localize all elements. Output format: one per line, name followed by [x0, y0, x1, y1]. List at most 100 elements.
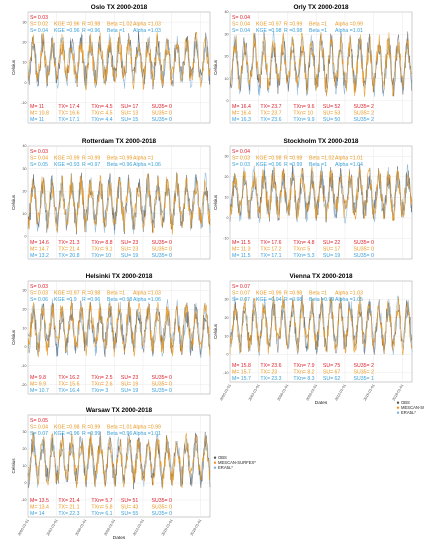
top-stat: R =0.98: [82, 291, 100, 297]
bottom-stat: M= 16.4: [232, 111, 251, 117]
panel-warsaw: 30 20 10 0 -10 Warsaw TX 2000-2018 Celsius S= 0…: [11, 407, 211, 541]
bottom-stat: M= 15.8: [232, 363, 251, 369]
bottom-stat: M= 9.9: [30, 382, 46, 388]
top-stat: S= 0.04: [232, 15, 250, 21]
y-axis-label: Celsius: [11, 458, 16, 474]
bottom-stat: M= 11: [30, 117, 44, 123]
top-stat: R =0.99: [82, 156, 100, 162]
bottom-stat: TXn= 4.5: [91, 104, 112, 110]
y-tick-label: 0: [25, 345, 27, 349]
bottom-stat: TXn= 6.1: [91, 511, 112, 517]
x-tick-label: 2009-01-01: [103, 519, 116, 537]
y-tick-label: 10: [23, 61, 27, 65]
top-stat: Alpha =1.05: [335, 297, 363, 303]
y-tick-label: 40: [225, 10, 229, 14]
bottom-stat: SU= 13: [121, 111, 139, 117]
bottom-stat: TXn= 9.9: [293, 117, 314, 123]
bottom-stat: TXn= 10: [293, 111, 313, 117]
legend-marker: [213, 466, 217, 469]
y-tick-label: 0: [227, 99, 229, 103]
x-tick-label: 2012-01-01: [334, 384, 347, 402]
top-stat: S= 0.04: [30, 425, 48, 431]
top-stat: Beta =1: [309, 162, 327, 168]
top-stat: KGE =0.94: [256, 297, 282, 303]
bottom-stat: M= 9.8: [30, 375, 46, 381]
top-stat: R =0.98: [284, 297, 302, 303]
bottom-stat: TX= 16.4: [58, 388, 79, 394]
top-stat: KGE =0.96: [54, 431, 80, 437]
top-stat: Alpha =1.06: [133, 297, 161, 303]
bottom-stat: TXn= 5.7: [91, 498, 112, 504]
bottom-stat: TX= 17.2: [260, 247, 281, 253]
top-stat: KGE =0.99: [54, 156, 80, 162]
panel-title: Rotterdam TX 2000-2018: [82, 138, 157, 145]
y-tick-label: 10: [225, 196, 229, 200]
y-axis-label: Celsius: [213, 194, 218, 210]
legend-label: MESCAN-SURFEX*: [401, 405, 424, 410]
top-stat: Beta =1: [309, 28, 327, 34]
y-tick-label: 10: [23, 212, 27, 216]
bottom-stat: TXn= 5.8: [91, 505, 112, 511]
top-stat: R =0.99: [82, 425, 100, 431]
top-stat: Alpha =1.01: [335, 156, 363, 162]
bottom-stat: TX= 21.1: [58, 505, 79, 511]
bottom-stat: SU35= 0: [152, 505, 172, 511]
bottom-stat: M= 11: [30, 104, 44, 110]
top-stat: Alpha =1.03: [133, 291, 161, 297]
bottom-stat: TXn= 9.1: [91, 247, 112, 253]
bottom-stat: SU35= 0: [152, 375, 172, 381]
x-tick-label: 2009-01-01: [305, 384, 318, 402]
bottom-stat: SU35= 0: [152, 104, 172, 110]
bottom-stat: TXn= 2.6: [91, 382, 112, 388]
y-tick-label: -10: [21, 101, 26, 105]
mescan-series-line: [229, 295, 413, 355]
bottom-stat: SU= 23: [121, 240, 139, 246]
mescan-series-line: [27, 431, 211, 489]
top-stat: Beta =0.98: [107, 297, 132, 303]
bottom-stat: M= 10.8: [30, 111, 49, 117]
top-stat: S= 0.02: [30, 22, 48, 28]
bottom-stat: SU35= 0: [152, 253, 172, 259]
top-stat: S= 0.05: [30, 418, 48, 424]
bottom-stat: TXn= 8.8: [91, 240, 112, 246]
bottom-stat: TXn= 5.3: [293, 253, 314, 259]
bottom-stat: SU= 51: [121, 498, 139, 504]
y-axis-label: Celsius: [213, 59, 218, 75]
mescan-series-line: [27, 31, 211, 91]
panel-stockholm: 30 20 10 0 -10 Stockholm TX 2000-2018 Celsius S…: [213, 138, 413, 260]
bottom-stat: TX= 22.3: [58, 511, 79, 517]
y-tick-label: 0: [227, 353, 229, 357]
top-stat: KGE =0.97: [256, 22, 282, 28]
bottom-stat: TX= 23.6: [260, 363, 281, 369]
panel-rotterdam: 40 30 20 10 0 Rotterdam TX 2000-2018 Celsius S=…: [11, 138, 211, 260]
bottom-stat: TX= 23.6: [260, 117, 281, 123]
top-stat: S= 0.07: [30, 431, 48, 437]
mescan-series-line: [27, 298, 211, 358]
bottom-stat: SU= 53: [323, 111, 341, 117]
top-stat: KGE =0.97: [54, 291, 80, 297]
y-tick-label: -10: [21, 498, 26, 502]
top-stat: Alpha =1.03: [133, 28, 161, 34]
bottom-stat: M= 11.5: [232, 253, 251, 259]
panel-vienna: 30 20 10 0 -10 Vienna TX 2000-2018 Celsius S= 0…: [213, 273, 413, 406]
bottom-stat: TX= 21.4: [58, 247, 79, 253]
legend-label: OBS: [218, 455, 227, 460]
top-stat: S= 0.03: [30, 284, 48, 290]
bottom-stat: SU35= 0: [152, 511, 172, 517]
top-stat: R =0.99: [284, 22, 302, 28]
top-stat: KGE =0.96: [54, 22, 80, 28]
bottom-stat: SU35= 0: [354, 253, 374, 259]
bottom-stat: SU= 55: [121, 511, 139, 517]
mescan-series-line: [229, 165, 413, 221]
top-stat: Alpha =1.01: [133, 431, 161, 437]
top-stat: R =0.98: [284, 156, 302, 162]
top-stat: S= 0.03: [30, 149, 48, 155]
top-stat: KGE =0.93: [54, 162, 80, 168]
legend-label: OBS: [401, 400, 410, 405]
x-tick-label: 2003-01-01: [248, 384, 261, 402]
bottom-stat: SU= 19: [323, 253, 341, 259]
bottom-stat: M= 15.7: [232, 376, 251, 382]
top-stat: KGE =0.99: [256, 291, 282, 297]
y-axis-label: Celsius: [11, 329, 16, 345]
y-tick-label: 20: [23, 307, 27, 311]
